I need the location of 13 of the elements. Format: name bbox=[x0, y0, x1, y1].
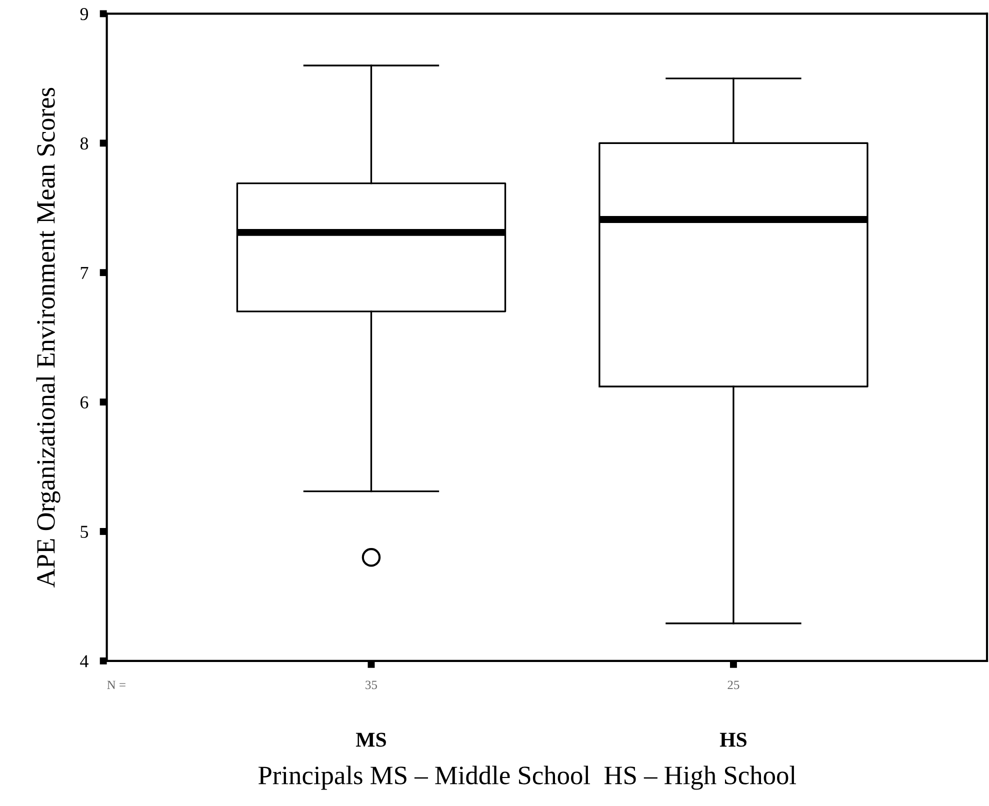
y-tick-label: 4 bbox=[80, 655, 88, 668]
x-tick-label: MS bbox=[356, 732, 386, 747]
x-tick-label: HS bbox=[720, 732, 746, 747]
y-tick-label: 6 bbox=[80, 396, 88, 408]
y-axis-title: APE Organizational Environment Mean Scores bbox=[36, 88, 60, 588]
text: N = bbox=[107, 680, 126, 690]
y-tick-label: 8 bbox=[80, 137, 88, 150]
text: 25 bbox=[728, 680, 740, 690]
y-tick-label: 7 bbox=[80, 267, 88, 279]
x-axis-title: Principals MS – Middle School HS – High School bbox=[258, 766, 796, 790]
y-tick-label: 9 bbox=[80, 8, 88, 20]
text: 35 bbox=[366, 680, 377, 690]
y-tick-label: 5 bbox=[80, 526, 88, 538]
